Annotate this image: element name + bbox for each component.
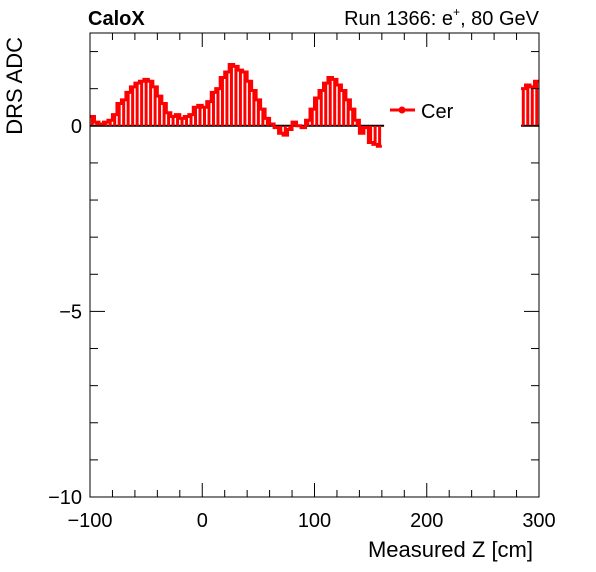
series-group bbox=[90, 63, 539, 148]
legend: Cer bbox=[390, 101, 454, 123]
header-left-label: CaloX bbox=[88, 8, 145, 30]
x-tick-label: 0 bbox=[197, 510, 208, 532]
x-tick-label: −100 bbox=[67, 510, 112, 532]
y-axis-label: DRS ADC bbox=[2, 37, 27, 135]
y-axis: −10 −5 0 bbox=[48, 51, 539, 509]
y-tick-label: −5 bbox=[59, 301, 82, 323]
header-right-sup: + bbox=[453, 5, 460, 19]
header-right-main: Run 1366: e bbox=[344, 8, 453, 30]
x-tick-label: 100 bbox=[298, 510, 331, 532]
legend-marker-cer bbox=[398, 106, 406, 114]
header-right-label: Run 1366: e+, 80 GeV bbox=[344, 5, 540, 30]
x-tick-label: 300 bbox=[522, 510, 555, 532]
plot-layer bbox=[90, 63, 539, 148]
legend-label-cer: Cer bbox=[421, 101, 454, 123]
header-right-tail: , 80 GeV bbox=[460, 8, 540, 30]
x-tick-label: 200 bbox=[410, 510, 443, 532]
series-line-cer bbox=[521, 79, 539, 91]
x-axis: −100 0 100 200 300 bbox=[67, 33, 556, 532]
x-axis-label: Measured Z [cm] bbox=[368, 537, 533, 562]
y-tick-label: −10 bbox=[48, 487, 82, 509]
series-line-cer bbox=[90, 63, 382, 148]
y-tick-label: 0 bbox=[71, 116, 82, 138]
